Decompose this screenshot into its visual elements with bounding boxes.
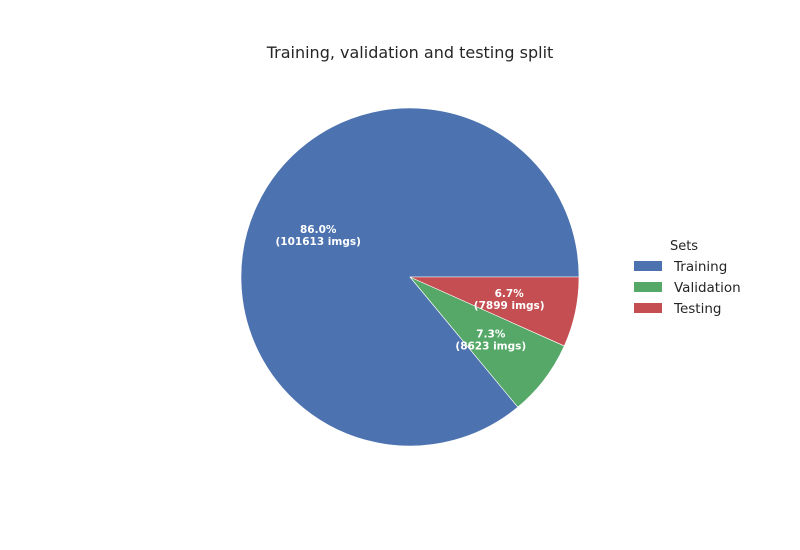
legend: Sets Training Validation Testing [634, 239, 741, 317]
slice-percent-label-validation: 7.3% [476, 328, 506, 340]
pie-labels: 86.0%(101613 imgs) 7.3%(8623 imgs) 6.7%(78… [275, 224, 544, 352]
chart-title: Training, validation and testing split [266, 43, 554, 62]
pie-slices [240, 107, 580, 447]
legend-label-validation: Validation [674, 280, 741, 296]
legend-swatch-training [634, 261, 662, 271]
legend-swatch-testing [634, 303, 662, 313]
slice-percent-label-training: 86.0% [300, 224, 337, 236]
slice-count-label-validation: (8623 imgs) [455, 340, 526, 352]
legend-swatch-validation [634, 282, 662, 292]
slice-count-label-training: (101613 imgs) [275, 236, 360, 248]
legend-label-testing: Testing [673, 301, 721, 317]
pie-slice-testing [409, 276, 580, 347]
pie-slice-training [240, 107, 580, 447]
legend-title: Sets [670, 239, 698, 254]
legend-label-training: Training [673, 259, 727, 275]
slice-count-label-testing: (7899 imgs) [474, 300, 545, 312]
legend-entries: Training Validation Testing [634, 259, 741, 317]
slice-percent-label-testing: 6.7% [495, 288, 525, 300]
